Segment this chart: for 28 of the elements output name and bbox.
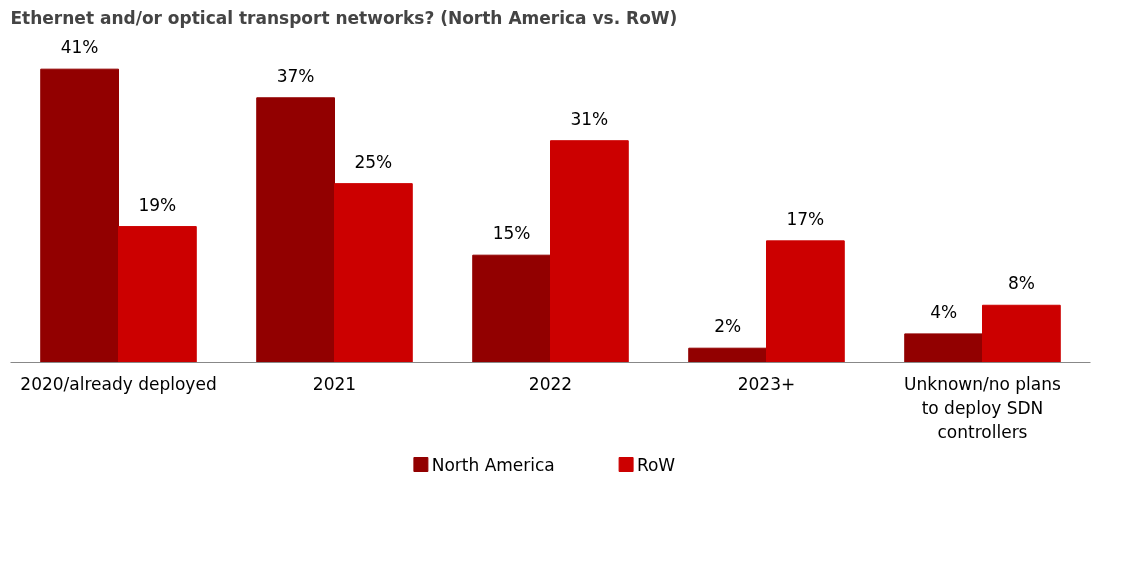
x-tick-label: 2020/already deployed (20, 373, 217, 394)
chart-title: Ethernet and/or optical transport networks? (North America vs. RoW) (10, 7, 678, 28)
data-label: 4% (930, 301, 958, 322)
bar (982, 304, 1061, 363)
x-tick-label: 2021 (312, 373, 357, 394)
data-label: 25% (354, 151, 393, 172)
data-label: 8% (1007, 273, 1035, 294)
bar (256, 97, 335, 363)
bar (334, 183, 413, 363)
data-label: 37% (276, 65, 315, 86)
bar (688, 347, 767, 363)
legend-label: North America (431, 454, 555, 475)
bar (766, 240, 845, 363)
data-label: 15% (492, 223, 531, 244)
legend-label: RoW (636, 454, 676, 475)
data-label: 31% (570, 108, 609, 129)
bar (550, 140, 629, 363)
data-label: 41% (60, 37, 99, 58)
bar (472, 254, 551, 363)
data-label: 2% (714, 316, 742, 337)
x-tick-label: Unknown/no plans to deploy SDN controllers (904, 373, 1062, 442)
bar (40, 68, 119, 363)
bar (118, 226, 197, 363)
data-label: 19% (138, 194, 177, 215)
x-tick-label: 2022 (528, 373, 573, 394)
x-tick-label: 2023+ (737, 373, 796, 394)
data-label: 17% (786, 208, 825, 229)
bar (904, 333, 983, 363)
